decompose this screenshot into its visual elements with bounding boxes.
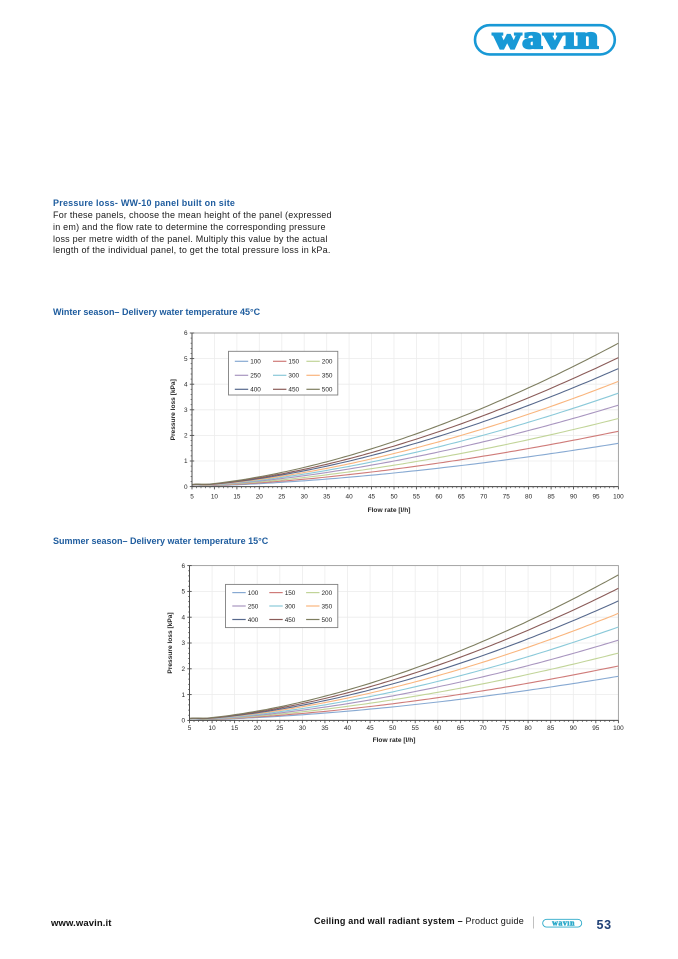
svg-text:95: 95 xyxy=(592,494,600,501)
svg-text:wavın: wavın xyxy=(552,919,575,928)
svg-text:30: 30 xyxy=(301,494,309,501)
svg-text:6: 6 xyxy=(184,330,188,337)
svg-text:45: 45 xyxy=(368,494,376,501)
svg-text:15: 15 xyxy=(231,725,239,732)
svg-text:100: 100 xyxy=(250,359,261,366)
svg-text:3: 3 xyxy=(184,407,188,414)
svg-text:50: 50 xyxy=(389,725,397,732)
svg-text:45: 45 xyxy=(367,725,375,732)
svg-text:85: 85 xyxy=(548,494,556,501)
svg-text:80: 80 xyxy=(525,494,533,501)
svg-text:300: 300 xyxy=(288,373,299,380)
svg-text:65: 65 xyxy=(458,494,466,501)
svg-text:Flow rate [l/h]: Flow rate [l/h] xyxy=(373,737,416,744)
svg-text:200: 200 xyxy=(322,590,333,597)
svg-text:5: 5 xyxy=(188,725,192,732)
svg-text:2: 2 xyxy=(184,433,188,440)
svg-text:10: 10 xyxy=(211,494,219,501)
svg-text:50: 50 xyxy=(390,494,398,501)
svg-text:55: 55 xyxy=(413,494,421,501)
svg-text:60: 60 xyxy=(435,494,443,501)
svg-text:wavın: wavın xyxy=(493,20,599,55)
svg-text:35: 35 xyxy=(323,494,331,501)
svg-text:80: 80 xyxy=(525,725,533,732)
svg-text:5: 5 xyxy=(181,589,185,596)
svg-text:90: 90 xyxy=(570,494,578,501)
svg-text:Flow rate [l/h]: Flow rate [l/h] xyxy=(368,507,411,514)
svg-text:40: 40 xyxy=(344,725,352,732)
svg-text:Pressure loss [kPa]: Pressure loss [kPa] xyxy=(167,612,174,673)
svg-text:1: 1 xyxy=(181,692,185,699)
svg-text:100: 100 xyxy=(248,590,259,597)
svg-text:90: 90 xyxy=(570,725,578,732)
svg-text:55: 55 xyxy=(412,725,420,732)
svg-text:500: 500 xyxy=(322,387,333,394)
svg-text:40: 40 xyxy=(346,494,354,501)
svg-text:450: 450 xyxy=(288,387,299,394)
svg-text:0: 0 xyxy=(181,718,185,725)
svg-text:0: 0 xyxy=(184,484,188,491)
svg-text:500: 500 xyxy=(322,617,333,624)
svg-text:100: 100 xyxy=(613,725,624,732)
svg-text:30: 30 xyxy=(299,725,307,732)
svg-text:5: 5 xyxy=(184,356,188,363)
svg-text:15: 15 xyxy=(233,494,241,501)
svg-text:250: 250 xyxy=(250,373,261,380)
svg-text:35: 35 xyxy=(321,725,329,732)
svg-text:3: 3 xyxy=(181,640,185,647)
svg-text:150: 150 xyxy=(285,590,296,597)
svg-text:85: 85 xyxy=(547,725,555,732)
svg-text:20: 20 xyxy=(256,494,264,501)
svg-text:1: 1 xyxy=(184,458,188,465)
svg-text:20: 20 xyxy=(254,725,262,732)
svg-text:65: 65 xyxy=(457,725,465,732)
svg-text:4: 4 xyxy=(184,381,188,388)
svg-text:100: 100 xyxy=(613,494,624,501)
svg-text:300: 300 xyxy=(285,603,296,610)
svg-text:60: 60 xyxy=(434,725,442,732)
svg-text:400: 400 xyxy=(248,617,259,624)
svg-text:350: 350 xyxy=(322,373,333,380)
svg-text:70: 70 xyxy=(479,725,487,732)
svg-text:5: 5 xyxy=(190,494,194,501)
svg-text:150: 150 xyxy=(288,359,299,366)
svg-text:6: 6 xyxy=(181,563,185,570)
svg-text:2: 2 xyxy=(181,666,185,673)
svg-text:75: 75 xyxy=(502,725,510,732)
svg-text:75: 75 xyxy=(503,494,511,501)
svg-text:25: 25 xyxy=(276,725,284,732)
svg-text:250: 250 xyxy=(248,603,259,610)
svg-text:450: 450 xyxy=(285,617,296,624)
svg-text:70: 70 xyxy=(480,494,488,501)
svg-text:25: 25 xyxy=(278,494,286,501)
svg-text:400: 400 xyxy=(250,387,261,394)
svg-text:10: 10 xyxy=(209,725,217,732)
svg-text:95: 95 xyxy=(592,725,600,732)
svg-text:350: 350 xyxy=(322,603,333,610)
svg-text:Pressure loss [kPa]: Pressure loss [kPa] xyxy=(170,379,177,440)
svg-text:200: 200 xyxy=(322,359,333,366)
svg-text:4: 4 xyxy=(181,614,185,621)
